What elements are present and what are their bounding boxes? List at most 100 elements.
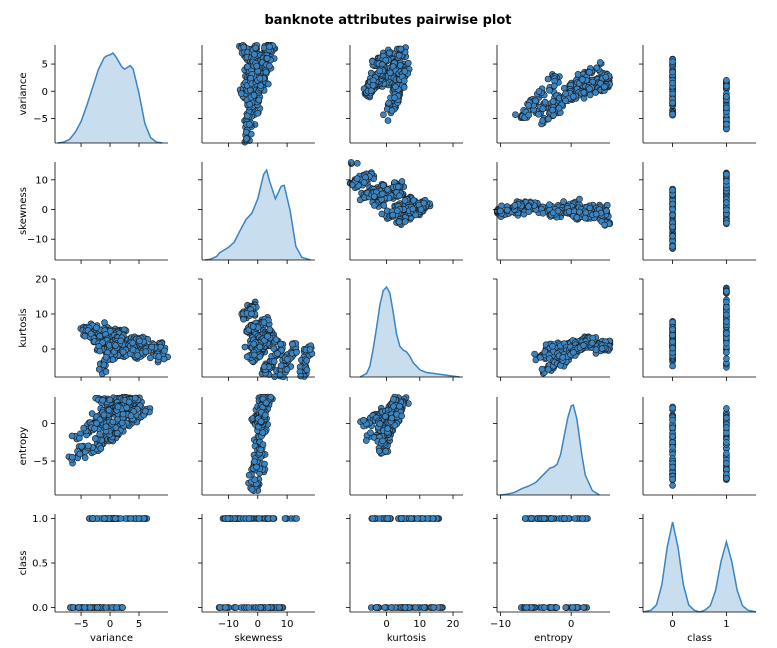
scatter-point bbox=[723, 414, 730, 422]
scatter-point bbox=[257, 604, 265, 611]
scatter-point bbox=[723, 199, 730, 206]
scatter-point bbox=[134, 352, 141, 359]
x-tick-label: 0 bbox=[383, 619, 389, 630]
scatter-point bbox=[119, 604, 126, 611]
scatter-point bbox=[102, 423, 110, 431]
x-tick-label: −10 bbox=[490, 619, 511, 630]
scatter-point bbox=[535, 88, 543, 95]
scatter-point bbox=[148, 343, 155, 351]
scatter-point bbox=[384, 186, 391, 193]
scatter-point bbox=[85, 442, 92, 450]
scatter-point bbox=[246, 121, 253, 128]
scatter-point bbox=[579, 515, 586, 522]
scatter-point bbox=[723, 330, 730, 337]
scatter-point bbox=[723, 475, 730, 482]
scatter-point bbox=[261, 460, 268, 468]
scatter-point bbox=[549, 106, 556, 114]
scatter-point bbox=[251, 351, 258, 359]
scatter-point bbox=[598, 345, 606, 352]
scatter-point bbox=[387, 604, 395, 611]
scatter-point bbox=[581, 214, 589, 222]
scatter-point bbox=[569, 604, 576, 611]
scatter-point bbox=[669, 475, 676, 483]
x-tick-label: 5 bbox=[136, 619, 142, 630]
scatter-point bbox=[669, 424, 676, 432]
scatter-point bbox=[254, 110, 262, 117]
scatter-point bbox=[409, 205, 417, 213]
y-tick-label: 5 bbox=[42, 60, 48, 71]
panel-variance-vs-class bbox=[639, 45, 756, 147]
scatter-point bbox=[86, 604, 94, 611]
panel-skewness-vs-class bbox=[639, 162, 756, 264]
scatter-point bbox=[255, 515, 263, 522]
scatter-point bbox=[397, 45, 405, 53]
panel-variance-vs-skewness bbox=[198, 41, 315, 147]
kde-fill-kurtosis bbox=[360, 287, 460, 377]
kde-line-variance bbox=[57, 52, 163, 144]
scatter-point bbox=[550, 82, 558, 90]
scatter-point bbox=[362, 437, 370, 444]
scatter-point bbox=[511, 202, 519, 209]
scatter-point bbox=[540, 515, 548, 522]
scatter-point bbox=[81, 332, 89, 340]
scatter-point bbox=[381, 413, 389, 420]
scatter-point bbox=[100, 411, 108, 419]
scatter-point bbox=[723, 349, 730, 356]
scatter-point bbox=[723, 424, 730, 431]
scatter-point bbox=[109, 418, 117, 426]
panel-kurtosis-vs-skewness bbox=[198, 278, 316, 381]
scatter-point bbox=[277, 362, 285, 370]
scatter-point bbox=[245, 604, 253, 611]
scatter-point bbox=[284, 355, 291, 363]
scatter-point bbox=[216, 604, 224, 611]
scatter-point bbox=[669, 463, 676, 471]
scatter-point bbox=[382, 56, 390, 64]
scatter-point bbox=[119, 348, 127, 356]
scatter-point bbox=[257, 82, 265, 89]
scatter-point bbox=[369, 515, 377, 522]
scatter-point bbox=[388, 107, 396, 114]
scatter-point bbox=[669, 338, 676, 346]
y-tick-label: 10 bbox=[35, 310, 48, 321]
scatter-point bbox=[303, 366, 311, 374]
scatter-point bbox=[669, 186, 676, 194]
scatter-point bbox=[96, 347, 104, 355]
x-tick-label: −5 bbox=[74, 619, 89, 630]
x-tick-label: 20 bbox=[447, 619, 460, 630]
scatter-point bbox=[248, 310, 255, 318]
scatter-point bbox=[264, 604, 272, 611]
scatter-point bbox=[360, 179, 368, 186]
scatter-point bbox=[582, 209, 590, 216]
scatter-point bbox=[118, 419, 126, 427]
scatter-point bbox=[381, 604, 389, 611]
scatter-point bbox=[263, 54, 271, 62]
scatter-point bbox=[401, 68, 409, 75]
scatter-point bbox=[376, 420, 384, 428]
scatter-point bbox=[81, 604, 88, 611]
scatter-point bbox=[396, 192, 403, 199]
scatter-point bbox=[384, 117, 392, 124]
y-tick-label: 10 bbox=[35, 175, 48, 186]
scatter-point bbox=[102, 604, 110, 611]
scatter-point bbox=[360, 416, 367, 424]
x-axis-label: entropy bbox=[534, 633, 573, 644]
scatter-point bbox=[113, 429, 121, 437]
scatter-point bbox=[553, 604, 561, 611]
scatter-point bbox=[255, 96, 263, 104]
scatter-point bbox=[574, 71, 582, 78]
scatter-point bbox=[260, 319, 268, 326]
y-tick-label: −5 bbox=[33, 457, 48, 468]
scatter-point bbox=[303, 357, 311, 364]
y-tick-label: 1.0 bbox=[32, 514, 48, 525]
panel-variance-vs-kurtosis bbox=[346, 44, 463, 147]
scatter-point bbox=[129, 346, 137, 354]
scatter-point bbox=[142, 407, 149, 415]
panel-variance-vs-entropy bbox=[493, 45, 614, 147]
scatter-point bbox=[723, 355, 730, 363]
scatter-point bbox=[723, 120, 730, 128]
scatter-point bbox=[549, 98, 557, 105]
scatter-point bbox=[380, 202, 388, 209]
scatter-point bbox=[232, 604, 240, 611]
x-axis-label: kurtosis bbox=[387, 633, 426, 644]
scatter-point bbox=[559, 353, 567, 361]
